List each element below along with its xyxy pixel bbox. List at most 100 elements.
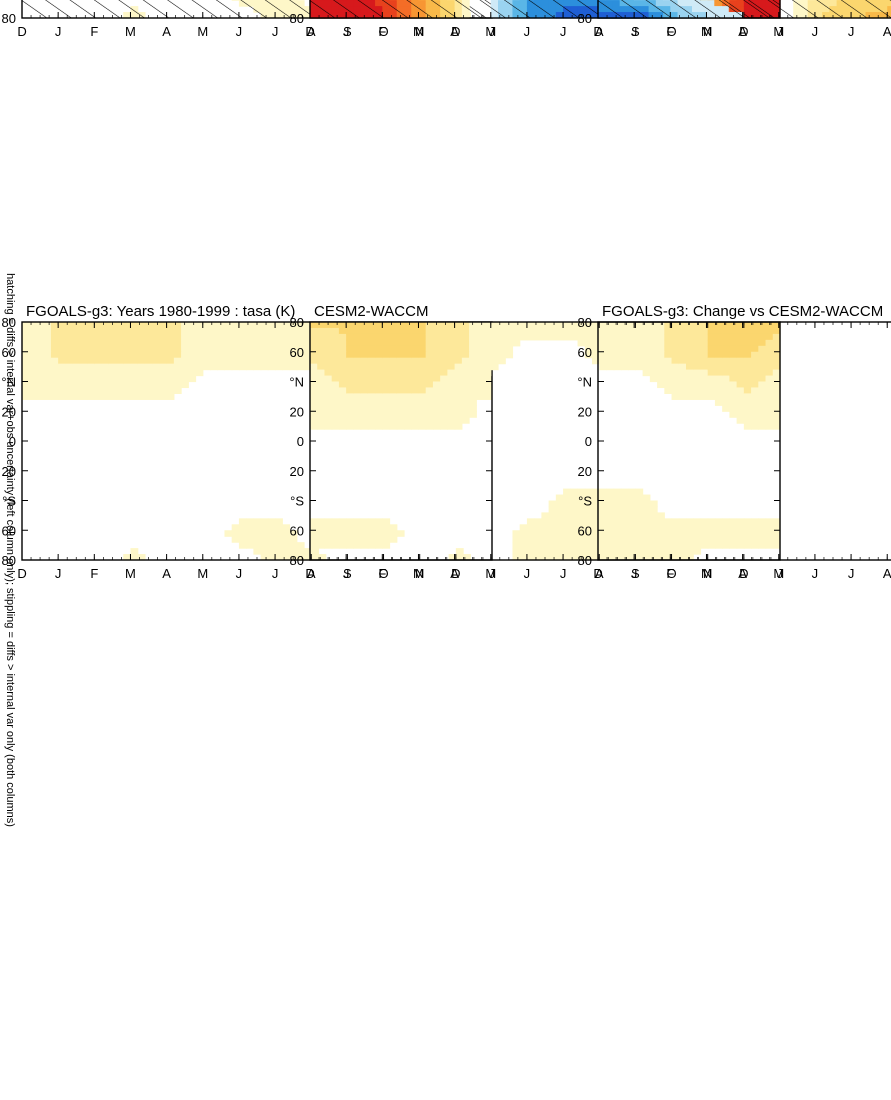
x-tick-label: D <box>305 24 314 39</box>
heat-cell <box>72 345 81 353</box>
x-tick-label: J <box>272 24 279 39</box>
x-tick-label: D <box>593 24 602 39</box>
x-tick-label: F <box>378 24 386 39</box>
heat-cell <box>79 327 88 335</box>
heat-cell <box>58 339 66 347</box>
heat-cell <box>144 333 153 341</box>
heat-cell <box>166 322 175 329</box>
heat-cell <box>210 345 218 353</box>
heat-cell <box>72 322 81 329</box>
heat-cell <box>296 345 305 353</box>
heat-cell <box>79 322 88 329</box>
heat-cell <box>101 339 110 347</box>
heat-cell <box>289 345 298 353</box>
heat-cell <box>159 339 168 347</box>
heat-cell <box>260 333 269 341</box>
heat-cell <box>159 333 168 341</box>
x-tick-label: M <box>125 24 136 39</box>
heat-cell <box>275 339 283 347</box>
heat-cell <box>188 345 197 353</box>
heat-cell <box>87 322 95 329</box>
heat-cell <box>94 322 103 329</box>
heat-cell <box>65 322 74 329</box>
heat-cell <box>29 345 38 353</box>
x-tick-label: A <box>738 24 747 39</box>
heat-cell <box>36 327 45 335</box>
heat-cell <box>296 339 305 347</box>
y-tick-label: 80 <box>290 11 304 26</box>
heat-cell <box>275 322 283 329</box>
x-tick-label: S <box>631 24 640 39</box>
heat-cell <box>29 322 38 329</box>
heat-cell <box>217 345 226 353</box>
heat-cell <box>50 327 59 335</box>
heat-cell <box>202 339 211 347</box>
heat-cell <box>36 339 45 347</box>
heat-cell <box>116 327 124 335</box>
heat-cell <box>152 345 160 353</box>
x-tick-label: A <box>162 24 171 39</box>
heat-cell <box>116 333 124 341</box>
heat-cell <box>282 345 291 353</box>
heat-cell <box>137 339 146 347</box>
x-tick-label: M <box>701 24 712 39</box>
x-tick-label: J <box>236 24 243 39</box>
heat-cell <box>217 322 226 329</box>
heat-cell <box>22 333 30 341</box>
heat-cell <box>159 327 168 335</box>
heat-cell <box>36 333 45 341</box>
heat-cell <box>116 322 124 329</box>
heat-cell <box>166 345 175 353</box>
heat-cell <box>267 339 276 347</box>
heat-cell <box>116 339 124 347</box>
heat-cell <box>159 345 168 353</box>
heat-cell <box>275 345 283 353</box>
heat-cell <box>152 322 160 329</box>
x-tick-label: A <box>595 24 604 39</box>
heat-cell <box>36 322 45 329</box>
heat-cell <box>202 327 211 335</box>
x-tick-label: J <box>560 24 567 39</box>
heat-cell <box>238 345 247 353</box>
heat-cell <box>58 345 66 353</box>
x-tick-label: J <box>812 24 819 39</box>
heat-cell <box>246 333 254 341</box>
heat-cell <box>87 339 95 347</box>
heat-cell <box>224 345 233 353</box>
heat-cell <box>58 322 66 329</box>
heat-cell <box>296 333 305 341</box>
heat-cell <box>94 339 103 347</box>
heat-cell <box>210 322 218 329</box>
heat-cell <box>116 345 124 353</box>
heat-cell <box>22 339 30 347</box>
x-tick-label: A <box>307 24 316 39</box>
x-tick-label: N <box>415 24 424 39</box>
x-tick-label: F <box>90 24 98 39</box>
x-tick-label: J <box>777 24 784 39</box>
heat-cell <box>123 327 132 335</box>
x-tick-label: J <box>631 24 638 39</box>
heat-cell <box>181 333 189 341</box>
heat-cell <box>65 327 74 335</box>
heat-cell <box>123 339 132 347</box>
heat-cell <box>210 339 218 347</box>
heat-cell <box>224 322 233 329</box>
heat-cell <box>195 322 204 329</box>
x-tick-label: N <box>703 24 712 39</box>
heat-cell <box>130 345 139 353</box>
heat-cell <box>260 322 269 329</box>
heat-cell <box>296 327 305 335</box>
heat-cell <box>210 333 218 341</box>
heat-cell <box>130 339 139 347</box>
heat-cell <box>173 345 182 353</box>
heat-cell <box>29 333 38 341</box>
heat-cell <box>267 333 276 341</box>
heat-cell <box>108 339 117 347</box>
heat-cell <box>260 345 269 353</box>
panel-p3: DJFMAMJJASONDJ8060°N20020°S6080FGOALS-g3… <box>578 0 891 39</box>
heat-cell <box>296 322 305 329</box>
x-tick-label: M <box>485 24 496 39</box>
heat-cell <box>304 339 312 347</box>
heat-cell <box>22 322 30 329</box>
